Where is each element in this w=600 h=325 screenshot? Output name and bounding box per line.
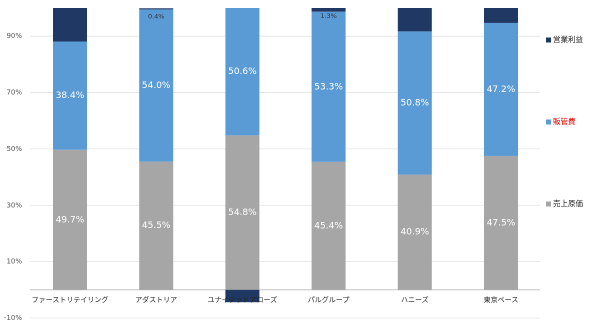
y-tick-label: 30% xyxy=(6,201,22,209)
bar-segment xyxy=(311,8,346,12)
y-tick-label: 10% xyxy=(6,258,22,266)
bar-segment xyxy=(397,8,432,32)
bar-segment xyxy=(53,8,87,42)
bar-segment xyxy=(53,149,87,290)
bar-segment xyxy=(225,289,260,303)
data-label: 45.4% xyxy=(314,221,343,231)
x-tick-label: ハニーズ xyxy=(401,295,429,304)
bar-segment xyxy=(139,161,174,290)
legend-swatch xyxy=(546,119,551,125)
data-label: 45.5% xyxy=(142,221,171,231)
x-tick-label: ファーストリテイリング xyxy=(32,295,109,304)
data-label: 40.9% xyxy=(401,228,430,238)
bar-segment xyxy=(397,31,432,175)
bar-segment xyxy=(484,155,518,290)
x-tick-label: アダストリア xyxy=(135,295,177,304)
data-label: 50.6% xyxy=(228,67,257,77)
bar-segment xyxy=(484,8,518,23)
bar-segment xyxy=(225,8,260,136)
legend-label: 売上原価 xyxy=(553,198,583,208)
bar-segment xyxy=(139,9,174,162)
data-label: 53.3% xyxy=(314,82,343,92)
data-label: 49.7% xyxy=(56,215,85,225)
bar-segment xyxy=(53,41,87,150)
bar-segment xyxy=(484,22,518,156)
data-label: 54.8% xyxy=(228,208,257,218)
data-label: 0.4% xyxy=(148,12,165,20)
data-label: 38.4% xyxy=(56,91,85,101)
legend-label: 営業利益 xyxy=(553,34,583,44)
data-label: 47.2% xyxy=(487,85,516,95)
data-label: 54.0% xyxy=(142,81,171,91)
legend-swatch xyxy=(546,37,551,43)
data-label: 1.3% xyxy=(320,12,337,20)
legend-label: 販管費 xyxy=(553,116,576,126)
y-tick-label: 70% xyxy=(6,89,22,97)
data-label: 47.5% xyxy=(487,218,516,228)
x-tick-label: 東京ベース xyxy=(484,295,519,304)
bar-segment xyxy=(225,135,260,290)
bar-segment xyxy=(311,11,346,162)
y-tick-label: 90% xyxy=(6,32,22,40)
bar-segment xyxy=(397,174,432,290)
x-tick-label: ユナイテッドアローズ xyxy=(208,295,278,304)
y-tick-label: 50% xyxy=(6,145,22,153)
bar-segment xyxy=(139,8,174,10)
legend-swatch xyxy=(546,201,551,207)
bar-segment xyxy=(311,161,346,290)
y-tick-label: -10% xyxy=(4,314,22,322)
x-tick-label: パルグループ xyxy=(308,295,350,304)
data-label: 50.8% xyxy=(401,98,430,108)
